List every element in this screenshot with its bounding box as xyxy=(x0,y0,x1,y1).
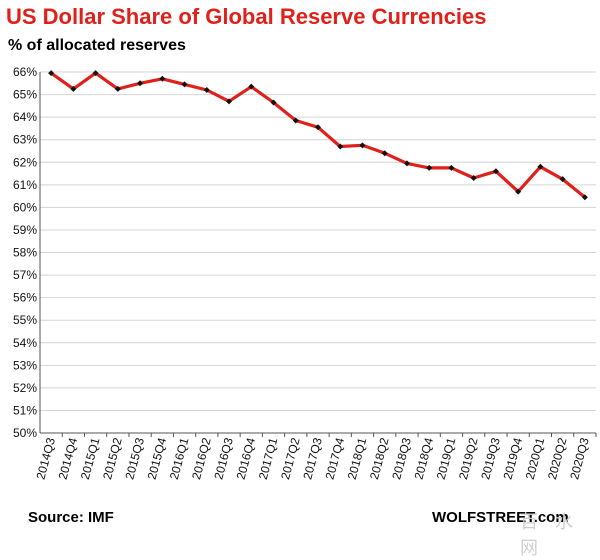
data-point xyxy=(248,83,255,90)
data-point xyxy=(403,160,410,167)
source-note: Source: IMF xyxy=(28,509,114,526)
x-tick-label: 2017Q2 xyxy=(278,436,303,481)
data-point xyxy=(270,99,277,106)
x-tick-label: 2020Q3 xyxy=(567,436,592,481)
data-point xyxy=(337,143,344,150)
x-tick-label: 2015Q1 xyxy=(78,436,103,481)
y-tick-label: 62% xyxy=(13,155,37,169)
data-point xyxy=(181,81,188,88)
y-tick-label: 55% xyxy=(13,313,37,327)
brand-watermark: WOLFSTREET.com xyxy=(432,509,569,526)
x-tick-label: 2015Q4 xyxy=(145,436,170,481)
x-tick-label: 2019Q2 xyxy=(456,436,481,481)
x-tick-label: 2019Q4 xyxy=(500,436,525,481)
y-tick-label: 56% xyxy=(13,291,37,305)
y-tick-label: 61% xyxy=(13,178,37,192)
data-point xyxy=(515,188,522,195)
data-point xyxy=(292,117,299,124)
data-point xyxy=(537,163,544,170)
data-point xyxy=(426,164,433,171)
x-tick-label: 2014Q4 xyxy=(56,436,81,481)
data-point xyxy=(470,175,477,182)
series-line xyxy=(50,71,586,199)
x-tick-label: 2014Q3 xyxy=(33,436,58,481)
data-point xyxy=(559,176,566,183)
x-tick-label: 2019Q3 xyxy=(478,436,503,481)
x-tick-label: 2015Q3 xyxy=(122,436,147,481)
data-point xyxy=(70,85,77,92)
y-tick-label: 65% xyxy=(13,88,37,102)
line-chart: 66% 65% 64% 63% 62% 61% 60% 59% 58% 57% 56% 55% 54% 5… xyxy=(13,65,597,481)
y-tick-label: 51% xyxy=(13,403,37,417)
x-tick-label: 2016Q4 xyxy=(234,436,259,481)
x-tick-label: 2018Q1 xyxy=(345,436,370,481)
data-point xyxy=(359,142,366,149)
x-tick-label: 2016Q3 xyxy=(211,436,236,481)
x-tick-label: 2018Q2 xyxy=(367,436,392,481)
x-tick-label: 2020Q2 xyxy=(545,436,570,481)
data-point xyxy=(381,150,388,157)
x-tick-label: 2017Q1 xyxy=(256,436,281,481)
chart-subtitle: % of allocated reserves xyxy=(8,37,186,54)
y-tick-label: 59% xyxy=(13,223,37,237)
y-tick-label: 60% xyxy=(13,200,37,214)
y-tick-label: 53% xyxy=(13,358,37,372)
data-point xyxy=(315,124,321,131)
watermark-glyphs: 百 水 网 xyxy=(520,512,580,558)
data-point xyxy=(114,85,121,92)
data-point xyxy=(48,70,55,77)
y-tick-label: 50% xyxy=(13,426,37,440)
y-tick-label: 64% xyxy=(13,110,37,124)
data-point xyxy=(581,194,588,201)
x-tick-label: 2018Q4 xyxy=(412,436,437,481)
y-tick-label: 52% xyxy=(13,381,37,395)
y-tick-label: 58% xyxy=(13,246,37,260)
chart-title: US Dollar Share of Global Reserve Curren… xyxy=(6,4,487,29)
data-point xyxy=(159,75,166,82)
x-tick-label: 2016Q1 xyxy=(167,436,192,481)
data-point xyxy=(492,168,499,175)
y-tick-label: 66% xyxy=(13,65,37,79)
data-point xyxy=(137,80,144,87)
data-point xyxy=(92,70,99,77)
x-tick-label: 2016Q2 xyxy=(189,436,214,481)
data-point xyxy=(226,98,233,105)
y-tick-label: 57% xyxy=(13,268,37,282)
data-point xyxy=(203,87,210,94)
x-tick-label: 2019Q1 xyxy=(434,436,459,481)
data-point xyxy=(448,164,455,171)
x-tick-label: 2018Q3 xyxy=(389,436,414,481)
x-tick-label: 2017Q4 xyxy=(323,436,348,481)
x-tick-label: 2015Q2 xyxy=(100,436,125,481)
x-tick-label: 2020Q1 xyxy=(523,436,548,481)
x-tick-label: 2017Q3 xyxy=(300,436,325,481)
y-tick-label: 63% xyxy=(13,133,37,147)
y-tick-label: 54% xyxy=(13,336,37,350)
